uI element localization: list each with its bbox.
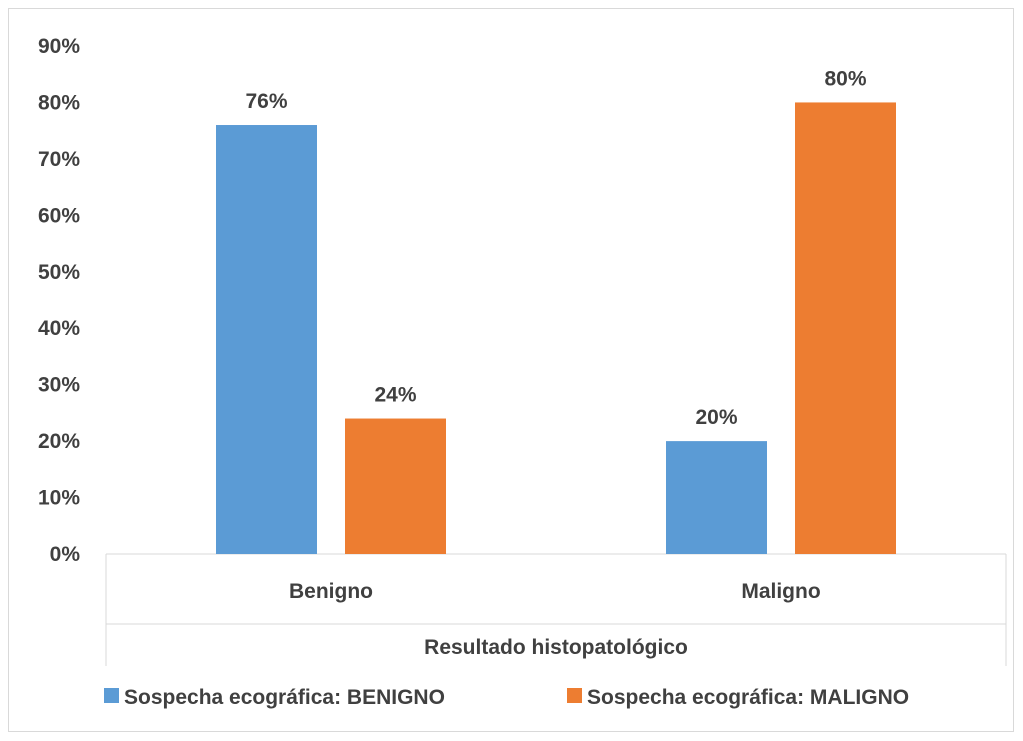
legend-swatch — [104, 688, 119, 703]
bar — [216, 125, 317, 555]
data-label: 76% — [245, 90, 287, 113]
data-label: 24% — [374, 384, 416, 407]
y-tick-label: 80% — [38, 91, 80, 114]
legend-label: Sospecha ecográfica: BENIGNO — [124, 686, 445, 709]
y-tick-label: 30% — [38, 374, 80, 397]
y-tick-label: 40% — [38, 317, 80, 340]
x-axis-title: Resultado histopatológico — [424, 636, 688, 659]
bar — [795, 102, 896, 554]
data-label: 20% — [695, 406, 737, 429]
y-tick-label: 20% — [38, 430, 80, 453]
y-tick-label: 90% — [38, 35, 80, 58]
legend-swatch — [567, 688, 582, 703]
x-category-label: Benigno — [289, 580, 373, 603]
bar — [666, 441, 767, 554]
y-tick-label: 50% — [38, 261, 80, 284]
data-label: 80% — [824, 67, 866, 90]
y-tick-label: 60% — [38, 204, 80, 227]
y-tick-label: 10% — [38, 487, 80, 510]
legend-label: Sospecha ecográfica: MALIGNO — [587, 686, 909, 709]
bar — [345, 418, 446, 554]
y-tick-label: 70% — [38, 148, 80, 171]
y-tick-label: 0% — [50, 543, 81, 566]
x-category-label: Maligno — [741, 580, 820, 603]
